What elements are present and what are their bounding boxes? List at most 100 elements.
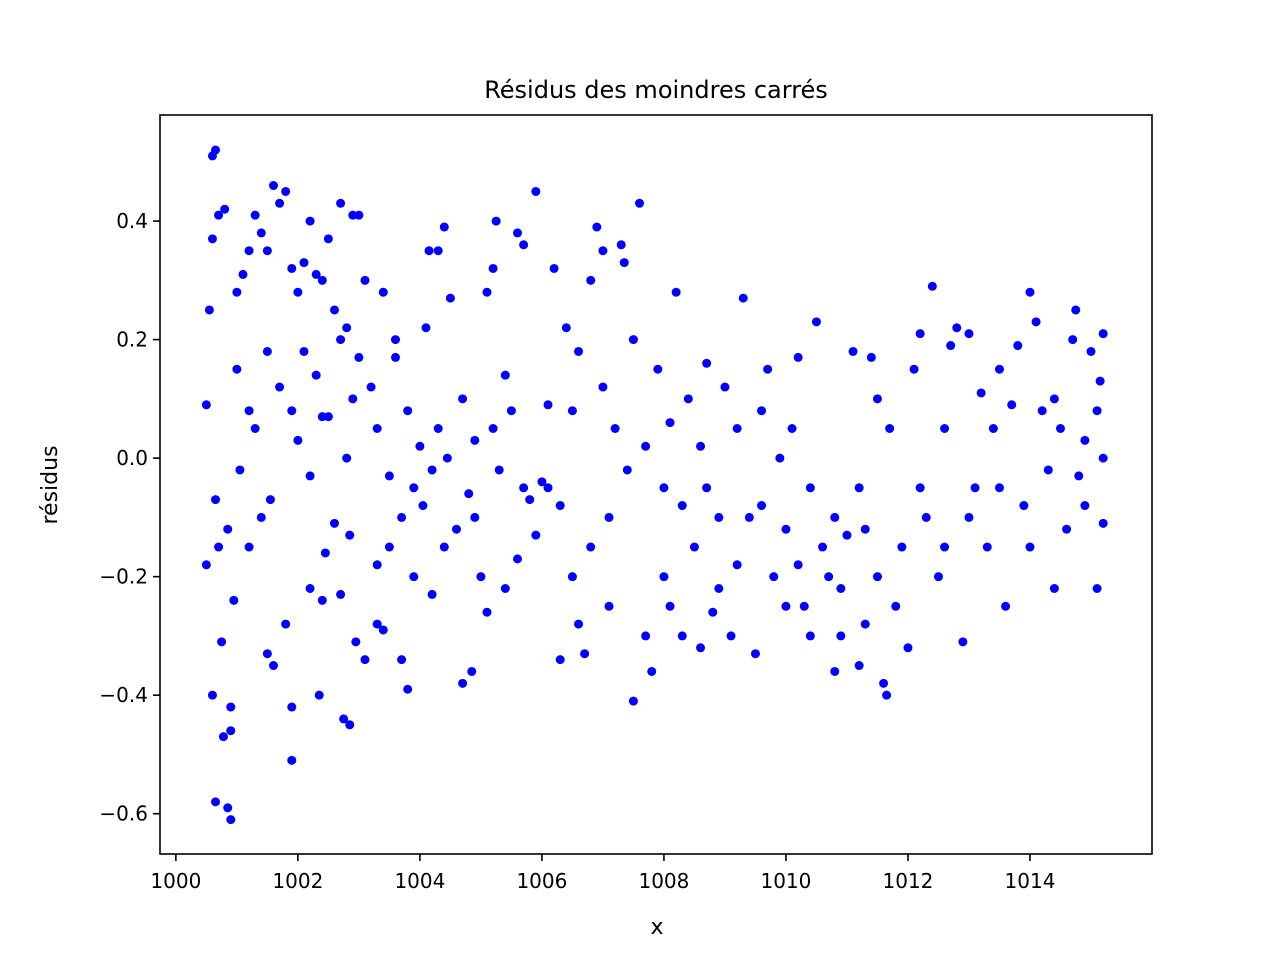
point bbox=[1086, 346, 1096, 356]
point bbox=[647, 666, 657, 676]
point bbox=[317, 595, 327, 605]
point bbox=[781, 601, 791, 611]
point bbox=[336, 198, 346, 208]
point bbox=[207, 690, 217, 700]
point bbox=[994, 483, 1004, 493]
point bbox=[842, 530, 852, 540]
y-tick-label: −0.2 bbox=[99, 565, 148, 589]
point bbox=[232, 364, 242, 374]
point bbox=[689, 542, 699, 552]
point bbox=[342, 453, 352, 463]
point bbox=[226, 815, 236, 825]
point bbox=[635, 198, 645, 208]
point bbox=[683, 394, 693, 404]
point bbox=[525, 495, 535, 505]
y-tick-label: −0.4 bbox=[99, 683, 148, 707]
point bbox=[720, 382, 730, 392]
point bbox=[940, 423, 950, 433]
point bbox=[555, 501, 565, 511]
point bbox=[287, 406, 297, 416]
point bbox=[1049, 584, 1059, 594]
point bbox=[567, 572, 577, 582]
point bbox=[244, 542, 254, 552]
point bbox=[229, 595, 239, 605]
point bbox=[211, 797, 221, 807]
point bbox=[336, 589, 346, 599]
point bbox=[287, 263, 297, 273]
point bbox=[1031, 317, 1041, 327]
point bbox=[702, 358, 712, 368]
point bbox=[281, 186, 291, 196]
point bbox=[397, 655, 407, 665]
point bbox=[262, 346, 272, 356]
point bbox=[1095, 376, 1105, 386]
x-axis-label: x bbox=[650, 915, 663, 940]
point bbox=[1062, 524, 1072, 534]
point bbox=[336, 335, 346, 345]
point bbox=[467, 666, 477, 676]
point bbox=[619, 258, 629, 268]
point bbox=[491, 216, 501, 226]
point bbox=[351, 637, 361, 647]
point bbox=[305, 471, 315, 481]
point bbox=[988, 423, 998, 433]
point bbox=[293, 287, 303, 297]
point bbox=[622, 465, 632, 475]
point bbox=[372, 560, 382, 570]
point bbox=[433, 423, 443, 433]
point bbox=[415, 441, 425, 451]
point bbox=[1098, 453, 1108, 463]
point bbox=[537, 477, 547, 487]
point bbox=[390, 335, 400, 345]
point bbox=[354, 352, 364, 362]
x-tick-label: 1004 bbox=[394, 869, 445, 893]
point bbox=[982, 542, 992, 552]
point bbox=[458, 678, 468, 688]
point bbox=[211, 495, 221, 505]
point bbox=[604, 512, 614, 522]
point bbox=[1007, 400, 1017, 410]
point bbox=[732, 560, 742, 570]
point bbox=[214, 210, 224, 220]
point bbox=[775, 453, 785, 463]
point bbox=[940, 542, 950, 552]
point bbox=[281, 619, 291, 629]
point bbox=[214, 542, 224, 552]
point bbox=[345, 530, 355, 540]
point bbox=[543, 483, 553, 493]
point bbox=[201, 560, 211, 570]
point bbox=[592, 222, 602, 232]
point bbox=[268, 661, 278, 671]
point bbox=[317, 275, 327, 285]
point bbox=[1098, 518, 1108, 528]
point bbox=[628, 335, 638, 345]
point bbox=[488, 423, 498, 433]
point bbox=[872, 572, 882, 582]
point bbox=[659, 483, 669, 493]
point bbox=[238, 269, 248, 279]
point bbox=[927, 281, 937, 291]
point bbox=[235, 465, 245, 475]
point bbox=[604, 601, 614, 611]
point bbox=[574, 619, 584, 629]
point bbox=[1013, 341, 1023, 351]
point bbox=[403, 684, 413, 694]
point bbox=[250, 210, 260, 220]
point bbox=[427, 589, 437, 599]
point bbox=[1025, 542, 1035, 552]
point bbox=[897, 542, 907, 552]
point bbox=[836, 631, 846, 641]
point bbox=[714, 584, 724, 594]
point bbox=[287, 702, 297, 712]
point bbox=[964, 329, 974, 339]
point bbox=[320, 548, 330, 558]
point bbox=[244, 406, 254, 416]
point bbox=[915, 329, 925, 339]
point bbox=[818, 542, 828, 552]
y-tick-label: 0.0 bbox=[116, 446, 148, 470]
point bbox=[824, 572, 834, 582]
point bbox=[653, 364, 663, 374]
point bbox=[223, 524, 233, 534]
point bbox=[946, 341, 956, 351]
